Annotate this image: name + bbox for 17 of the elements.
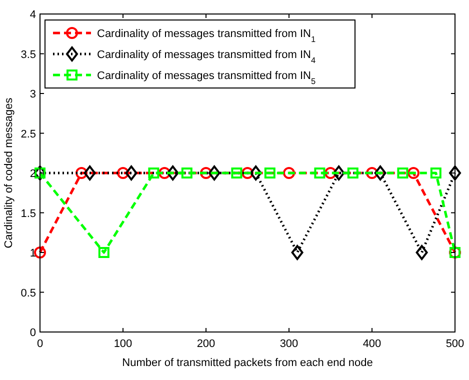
y-tick-label: 2.5 <box>20 128 36 140</box>
x-tick-label: 300 <box>280 338 298 350</box>
y-tick-label: 3.5 <box>20 48 36 61</box>
y-tick-label: 4 <box>30 9 36 21</box>
x-tick-label: 100 <box>114 338 132 350</box>
y-tick-label: 1.5 <box>20 208 36 220</box>
y-tick-label: 3 <box>30 88 36 100</box>
x-tick-label: 400 <box>362 338 382 350</box>
x-axis-title: Number of transmitted packets from each end node <box>122 357 373 369</box>
x-tick-label: 200 <box>196 338 216 350</box>
y-tick-label: 0 <box>30 327 36 339</box>
legend-label: Cardinality of messages transmitted from IN$_{4}$ <box>97 49 316 64</box>
y-axis-title: Cardinality of coded messages <box>3 97 15 248</box>
legend-label: Cardinality of messages transmitted from IN$_{1}$ <box>97 28 316 44</box>
y-tick-label: 0.5 <box>20 287 36 300</box>
x-tick-label: 500 <box>446 338 464 350</box>
legend-label: Cardinality of messages transmitted from IN$_{5}$ <box>97 70 316 86</box>
